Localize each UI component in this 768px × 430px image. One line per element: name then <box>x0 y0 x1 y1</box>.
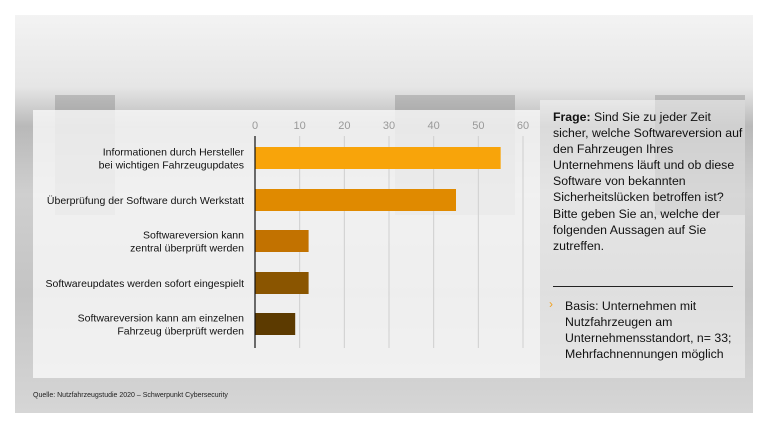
category-label: Überprüfung der Software durch Werkstatt <box>47 195 244 207</box>
bar <box>255 313 296 335</box>
category-label: Softwareversion kann zentral überprüft we… <box>130 230 244 255</box>
category-label: Softwareupdates werden sofort eingespiel… <box>46 278 245 290</box>
x-tick-label: 10 <box>294 120 306 132</box>
bar <box>255 230 309 252</box>
divider <box>553 286 733 287</box>
bar <box>255 147 501 169</box>
chevron-right-icon: › <box>549 297 553 311</box>
source-note: Quelle: Nutzfahrzeugstudie 2020 – Schwer… <box>33 392 228 399</box>
x-tick-label: 50 <box>472 120 484 132</box>
x-tick-label: 0 <box>252 120 258 132</box>
category-label: Informationen durch Hersteller bei wichti… <box>99 147 245 172</box>
bar <box>255 272 309 294</box>
question-text: Frage: Sind Sie zu jeder Zeit sicher, we… <box>553 109 748 254</box>
x-tick-label: 40 <box>428 120 440 132</box>
category-label: Softwareversion kann am einzelnen Fahrzeu… <box>78 313 245 338</box>
bar <box>255 189 456 211</box>
question-body: Sind Sie zu jeder Zeit sicher, welche So… <box>553 110 743 253</box>
question-label: Frage: <box>553 110 591 124</box>
basis-note: Basis: Unternehmen mit Nutzfahrzeugen am… <box>565 299 732 362</box>
x-tick-label: 30 <box>383 120 395 132</box>
info-panel <box>540 100 745 378</box>
x-tick-label: 60 <box>517 120 529 132</box>
x-tick-label: 20 <box>338 120 350 132</box>
